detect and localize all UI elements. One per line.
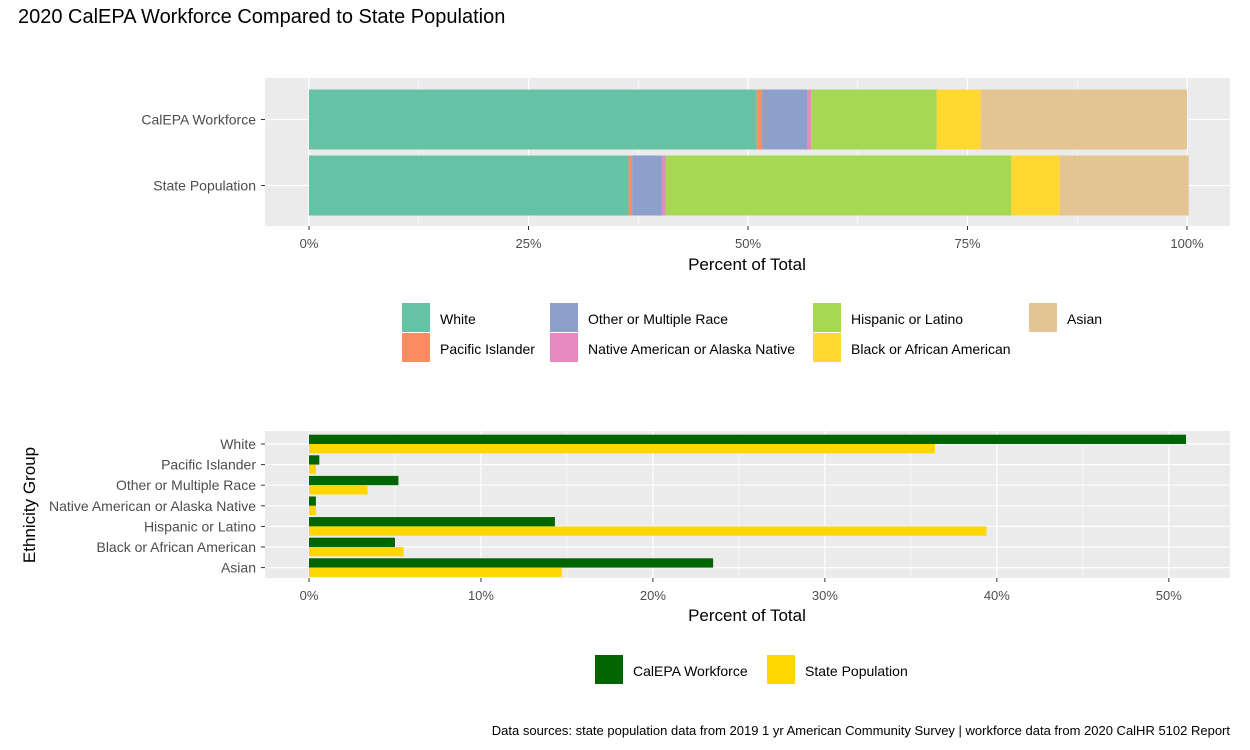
legend-label: Asian (1067, 311, 1102, 327)
bar-state-population-black-or-african-american (1011, 155, 1060, 216)
bar-pacific-islander-state-population (309, 464, 316, 474)
bar-calepa-workforce-native-american-or-alaska-native (807, 89, 812, 150)
y-tick-label: Native American or Alaska Native (49, 498, 256, 514)
y-tick-label: Pacific Islander (161, 457, 256, 473)
legend-key-other-or-multiple-race (550, 303, 578, 332)
bar-state-population-pacific-islander (628, 155, 633, 216)
bar-native-american-or-alaska-native-state-population (309, 505, 316, 516)
legend-label: Hispanic or Latino (851, 311, 963, 327)
bar-calepa-workforce-black-or-african-american (936, 89, 981, 150)
x-tick-label: 30% (812, 588, 838, 603)
legend-label: CalEPA Workforce (633, 663, 748, 679)
legend-key-calepa-workforce (595, 655, 623, 684)
bar-black-or-african-american-state-population (309, 547, 404, 557)
chart-title: 2020 CalEPA Workforce Compared to State … (18, 6, 506, 28)
bar-hispanic-or-latino-calepa-workforce (309, 517, 555, 527)
bar-hispanic-or-latino-state-population (309, 526, 987, 536)
legend-label: Pacific Islander (440, 341, 535, 357)
legend-label: Other or Multiple Race (588, 311, 728, 327)
y-axis-title: Ethnicity Group (20, 447, 39, 563)
bar-state-population-asian (1059, 155, 1189, 216)
legend-key-asian (1029, 303, 1057, 332)
bar-black-or-african-american-calepa-workforce (309, 537, 395, 547)
y-tick-label: White (220, 436, 256, 452)
bar-white-calepa-workforce (309, 434, 1187, 444)
legend-key-white (402, 303, 430, 332)
y-tick-label: Asian (221, 560, 256, 576)
legend-key-state-population (767, 655, 795, 684)
x-tick-label: 50% (1156, 588, 1182, 603)
bar-calepa-workforce-pacific-islander (756, 89, 763, 150)
legend-key-native-american-or-alaska-native (550, 333, 578, 362)
legend-label: White (440, 311, 476, 327)
x-tick-label: 75% (954, 236, 980, 251)
bar-asian-calepa-workforce (309, 558, 714, 568)
legend-key-black-or-african-american (813, 333, 841, 362)
bar-calepa-workforce-hispanic-or-latino (811, 89, 937, 150)
bar-white-state-population (309, 444, 935, 454)
plot-panel-grouped (265, 431, 1230, 578)
legend-label: Native American or Alaska Native (588, 341, 795, 357)
data-source-caption: Data sources: state population data from… (491, 723, 1230, 738)
bar-state-population-hispanic-or-latino (665, 155, 1012, 216)
bar-calepa-workforce-asian (980, 89, 1187, 150)
x-axis-title: Percent of Total (688, 255, 806, 274)
bar-calepa-workforce-white (309, 89, 757, 150)
x-tick-label: 0% (300, 236, 319, 251)
bar-other-or-multiple-race-state-population (309, 485, 368, 495)
x-tick-label: 20% (640, 588, 666, 603)
y-tick-label: State Population (153, 178, 256, 194)
bar-state-population-native-american-or-alaska-native (661, 155, 666, 216)
y-tick-label: Other or Multiple Race (116, 477, 256, 493)
x-tick-label: 40% (984, 588, 1010, 603)
y-tick-label: Hispanic or Latino (144, 518, 256, 534)
x-axis-title: Percent of Total (688, 606, 806, 625)
x-tick-label: 0% (300, 588, 319, 603)
bar-native-american-or-alaska-native-calepa-workforce (309, 496, 316, 506)
legend-key-pacific-islander (402, 333, 430, 362)
x-tick-label: 50% (735, 236, 761, 251)
x-tick-label: 25% (515, 236, 541, 251)
y-tick-label: Black or African American (96, 539, 256, 555)
bar-other-or-multiple-race-calepa-workforce (309, 475, 399, 486)
bar-calepa-workforce-other-or-multiple-race (762, 89, 808, 150)
x-tick-label: 10% (468, 588, 494, 603)
legend-label: Black or African American (851, 341, 1011, 357)
legend-key-hispanic-or-latino (813, 303, 841, 332)
bar-state-population-white (309, 155, 629, 216)
bar-pacific-islander-calepa-workforce (309, 455, 320, 465)
x-tick-label: 100% (1170, 236, 1204, 251)
bar-state-population-other-or-multiple-race (632, 155, 662, 216)
bar-asian-state-population (309, 567, 562, 577)
y-tick-label: CalEPA Workforce (141, 112, 256, 128)
legend-label: State Population (805, 663, 908, 679)
